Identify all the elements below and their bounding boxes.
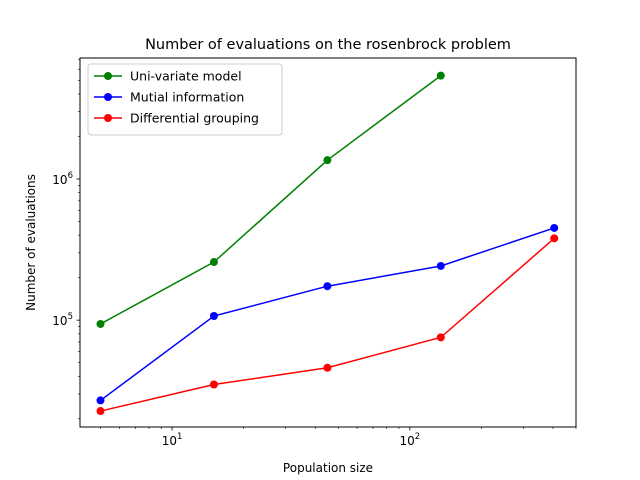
data-point-1-4	[550, 223, 559, 232]
data-point-1-1	[209, 312, 218, 321]
data-point-2-4	[550, 234, 559, 243]
legend-box	[87, 63, 283, 136]
data-point-0-1	[209, 258, 218, 267]
y-axis-label: Number of evaluations	[24, 174, 38, 311]
x-axis-label: Population size	[283, 461, 373, 475]
legend-swatch-marker	[104, 72, 112, 80]
plot-frame	[79, 57, 577, 428]
x-tick-label: 102	[399, 432, 420, 448]
data-point-2-2	[323, 363, 332, 372]
legend: Uni-variate model Mutial information Diffe…	[87, 63, 283, 136]
chart-title: Number of evaluations on the rosenbrock …	[145, 37, 511, 53]
data-point-1-0	[96, 396, 105, 405]
data-point-2-0	[96, 407, 105, 416]
data-point-0-3	[436, 71, 445, 80]
series-line-2	[100, 237, 555, 412]
legend-label: Mutial information	[130, 90, 244, 105]
data-point-0-0	[96, 319, 105, 328]
y-tick-label: 105	[52, 312, 73, 328]
series-line-1	[100, 227, 555, 402]
data-point-2-1	[209, 380, 218, 389]
data-point-1-2	[323, 282, 332, 291]
legend-label: Uni-variate model	[130, 69, 242, 84]
data-point-1-3	[436, 261, 445, 270]
series-line-0	[100, 75, 442, 325]
legend-swatch-marker	[104, 114, 112, 122]
data-point-0-2	[323, 156, 332, 165]
legend-label: Differential grouping	[130, 111, 259, 126]
y-tick-label: 106	[52, 171, 73, 187]
legend-swatch-marker	[104, 93, 112, 101]
x-tick-label: 101	[162, 432, 183, 448]
data-point-2-3	[436, 333, 445, 342]
